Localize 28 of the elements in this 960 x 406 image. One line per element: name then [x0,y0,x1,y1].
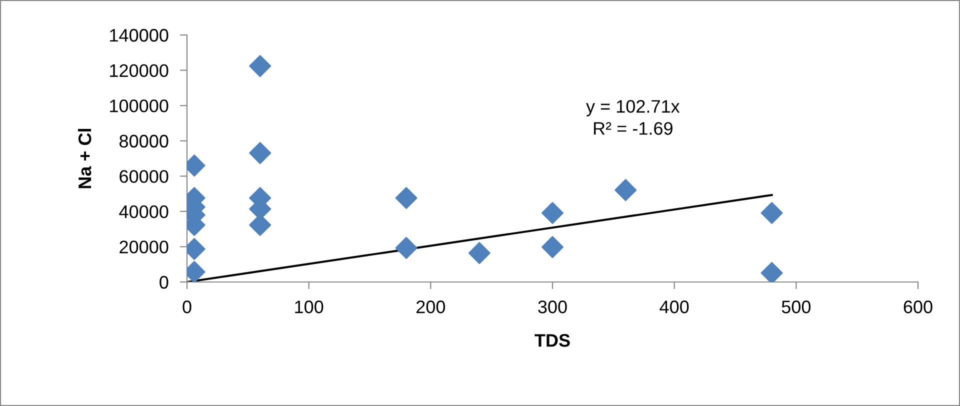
x-tick-label: 200 [416,300,446,314]
x-axis-title: TDS [534,334,570,347]
y-axis-title: Na + Cl [78,128,92,188]
annotation: y = 102.71x R² = -1.69 [586,100,680,135]
x-tick-label: 600 [904,300,932,314]
point [542,236,564,258]
y-tick-label: 140000 [110,28,168,42]
point [760,202,783,224]
point [395,187,418,210]
y-tick-label: 20000 [120,240,168,254]
y-tick-label: 120000 [110,64,168,78]
y-tick-label: 100000 [110,100,168,112]
point [249,142,272,164]
y-tick-label: 0 [160,276,168,289]
y-tick-label: 60000 [120,170,168,183]
point [395,236,418,259]
y-tick-label: 40000 [119,205,168,218]
point [249,55,272,78]
x-tick-label: 300 [538,300,567,314]
x-tick-label: 0 [182,300,192,314]
x-tick-label: 100 [295,300,324,314]
point [468,242,490,264]
point [542,202,564,224]
point [614,179,637,202]
point [760,262,783,282]
x-tick-label: 400 [660,300,689,314]
y-tick-label: 80000 [120,134,168,148]
x-tick-label: 500 [782,300,811,314]
